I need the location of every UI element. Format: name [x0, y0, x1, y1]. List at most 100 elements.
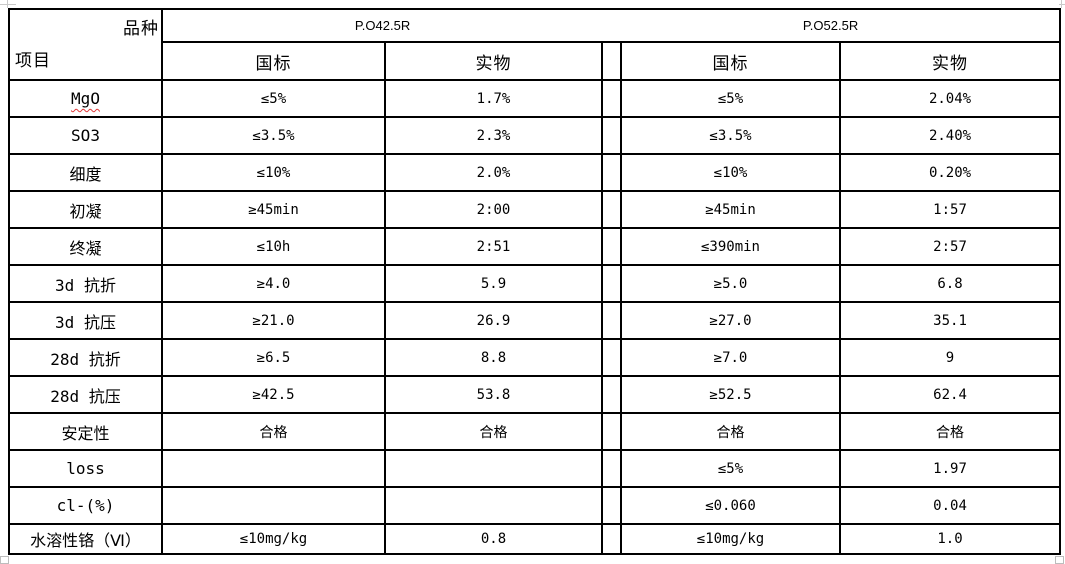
spacer-cell	[601, 375, 622, 414]
cell-value: ≤3.5%	[161, 116, 386, 155]
cell-value: 2:51	[384, 227, 603, 266]
cell-value: ≥21.0	[161, 301, 386, 340]
cell-value: 合格	[838, 412, 1062, 451]
cell-value: ≤10%	[161, 153, 386, 192]
cell-value: 8.8	[384, 338, 603, 377]
item-label: 28d 抗折	[8, 338, 163, 377]
cell-value: 2.3%	[384, 116, 603, 155]
cell-value	[161, 486, 386, 525]
item-label: 安定性	[8, 412, 163, 451]
item-label: 终凝	[8, 227, 163, 266]
table-row-mgo: MgO ≤5% 1.7% ≤5% 2.04%	[8, 79, 1062, 118]
table-row-loss: loss ≤5% 1.97	[8, 449, 1062, 488]
spacer-cell	[601, 116, 622, 155]
cell-value: 6.8	[838, 264, 1062, 303]
table-resize-handle[interactable]	[1055, 556, 1064, 564]
cell-value: ≤3.5%	[620, 116, 841, 155]
cell-value: 1:57	[838, 190, 1062, 229]
cell-value: ≤0.060	[620, 486, 841, 525]
item-label: 细度	[8, 153, 163, 192]
spacer-cell	[601, 523, 622, 555]
cell-value: 合格	[161, 412, 386, 451]
cell-value: ≥45min	[620, 190, 841, 229]
table-row-chloride: cl-(%) ≤0.060 0.04	[8, 486, 1062, 525]
cell-value: ≤10mg/kg	[161, 523, 386, 555]
cell-value: 35.1	[838, 301, 1062, 340]
spacer-cell	[601, 301, 622, 340]
spacer-cell	[601, 41, 622, 81]
cell-value: 9	[838, 338, 1062, 377]
cell-value: ≤10%	[620, 153, 841, 192]
cell-value: ≥6.5	[161, 338, 386, 377]
cell-value: 2.0%	[384, 153, 603, 192]
cell-value	[384, 486, 603, 525]
cell-value: 合格	[384, 412, 603, 451]
cell-value: 2:57	[838, 227, 1062, 266]
cell-value	[161, 449, 386, 488]
subheader-actual-1: 实物	[384, 41, 603, 81]
cell-value: ≥7.0	[620, 338, 841, 377]
cell-value: ≤10mg/kg	[620, 523, 841, 555]
table-row-group-header: 品种 项目 P.O42.5R P.O52.5R	[8, 8, 1062, 81]
corner-artifact	[1059, 4, 1065, 5]
product-groups-cell: P.O42.5R P.O52.5R	[160, 8, 1062, 43]
subheader-actual-2: 实物	[838, 41, 1062, 81]
table-row-3d-flexural: 3d 抗折 ≥4.0 5.9 ≥5.0 6.8	[8, 264, 1062, 303]
item-label: 28d 抗压	[8, 375, 163, 414]
cement-quality-table: 品种 项目 P.O42.5R P.O52.5R 国标 实物 国标 实物 MgO …	[8, 8, 1062, 555]
subheader-standard-2: 国标	[620, 41, 841, 81]
corner-variety-label: 品种	[123, 19, 159, 39]
cell-value	[384, 449, 603, 488]
cell-value: ≤5%	[620, 449, 841, 488]
cell-value: 2.04%	[838, 79, 1062, 118]
cell-value: 1.0	[838, 523, 1062, 555]
cell-value: 2:00	[384, 190, 603, 229]
spacer-cell	[601, 338, 622, 377]
table-row-fineness: 细度 ≤10% 2.0% ≤10% 0.20%	[8, 153, 1062, 192]
table-row-subheader: 国标 实物 国标 实物	[9, 41, 1062, 81]
cell-value: 5.9	[384, 264, 603, 303]
item-label: cl-(%)	[8, 486, 163, 525]
group-label-po425r: P.O42.5R	[354, 18, 411, 33]
item-label: 初凝	[8, 190, 163, 229]
corner-artifact	[0, 556, 9, 564]
table-row-28d-compressive: 28d 抗压 ≥42.5 53.8 ≥52.5 62.4	[8, 375, 1062, 414]
table-row-3d-compressive: 3d 抗压 ≥21.0 26.9 ≥27.0 35.1	[8, 301, 1062, 340]
cell-value: ≥27.0	[620, 301, 841, 340]
cell-value: 0.8	[384, 523, 603, 555]
spacer-cell	[601, 190, 622, 229]
item-label: 水溶性铬（Ⅵ）	[8, 523, 163, 555]
cell-value: ≥5.0	[620, 264, 841, 303]
cell-value: 26.9	[384, 301, 603, 340]
cell-value: ≥45min	[161, 190, 386, 229]
cell-value: ≥42.5	[161, 375, 386, 414]
spacer-cell	[601, 449, 622, 488]
spacer-cell	[601, 412, 622, 451]
corner-header-cell: 品种 项目	[8, 8, 163, 81]
spacer-cell	[601, 264, 622, 303]
cell-value: ≤5%	[620, 79, 841, 118]
cell-value: 53.8	[384, 375, 603, 414]
item-label: 3d 抗压	[8, 301, 163, 340]
corner-artifact	[1061, 0, 1062, 8]
table-move-handle-fragment	[7, 0, 8, 8]
cell-value: 合格	[620, 412, 841, 451]
item-label: SO3	[8, 116, 163, 155]
spacer-cell	[601, 153, 622, 192]
spacer-cell	[601, 227, 622, 266]
corner-item-label: 项目	[15, 51, 51, 71]
cell-value: 0.20%	[838, 153, 1062, 192]
table-move-handle-fragment	[0, 4, 16, 5]
cell-value: 62.4	[838, 375, 1062, 414]
cell-value: 0.04	[838, 486, 1062, 525]
spacer-cell	[601, 79, 622, 118]
table-row-soundness: 安定性 合格 合格 合格 合格	[8, 412, 1062, 451]
cell-value: ≤390min	[620, 227, 841, 266]
table-row-soluble-chromium: 水溶性铬（Ⅵ） ≤10mg/kg 0.8 ≤10mg/kg 1.0	[8, 523, 1062, 555]
table-row-28d-flexural: 28d 抗折 ≥6.5 8.8 ≥7.0 9	[8, 338, 1062, 377]
group-label-po525r: P.O52.5R	[802, 18, 859, 33]
item-label: 3d 抗折	[8, 264, 163, 303]
cell-value: 2.40%	[838, 116, 1062, 155]
item-label: loss	[8, 449, 163, 488]
